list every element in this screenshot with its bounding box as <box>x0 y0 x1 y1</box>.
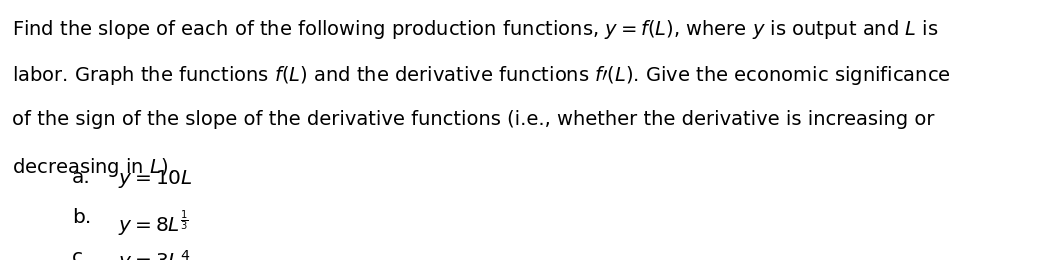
Text: b.: b. <box>72 208 91 227</box>
Text: Find the slope of each of the following production functions, $y = f(L)$, where : Find the slope of each of the following … <box>12 18 938 41</box>
Text: a.: a. <box>72 168 90 187</box>
Text: c.: c. <box>72 248 89 260</box>
Text: labor. Graph the functions $f(L)$ and the derivative functions $f\prime(L)$. Giv: labor. Graph the functions $f(L)$ and th… <box>12 64 951 87</box>
Text: of the sign of the slope of the derivative functions (i.e., whether the derivati: of the sign of the slope of the derivati… <box>12 110 934 129</box>
Text: decreasing in $L$).: decreasing in $L$). <box>12 156 174 179</box>
Text: $y = 8L^{\frac{1}{3}}$: $y = 8L^{\frac{1}{3}}$ <box>118 208 189 239</box>
Text: $y = 10L$: $y = 10L$ <box>118 168 193 190</box>
Text: $y = 3L^4$: $y = 3L^4$ <box>118 248 191 260</box>
